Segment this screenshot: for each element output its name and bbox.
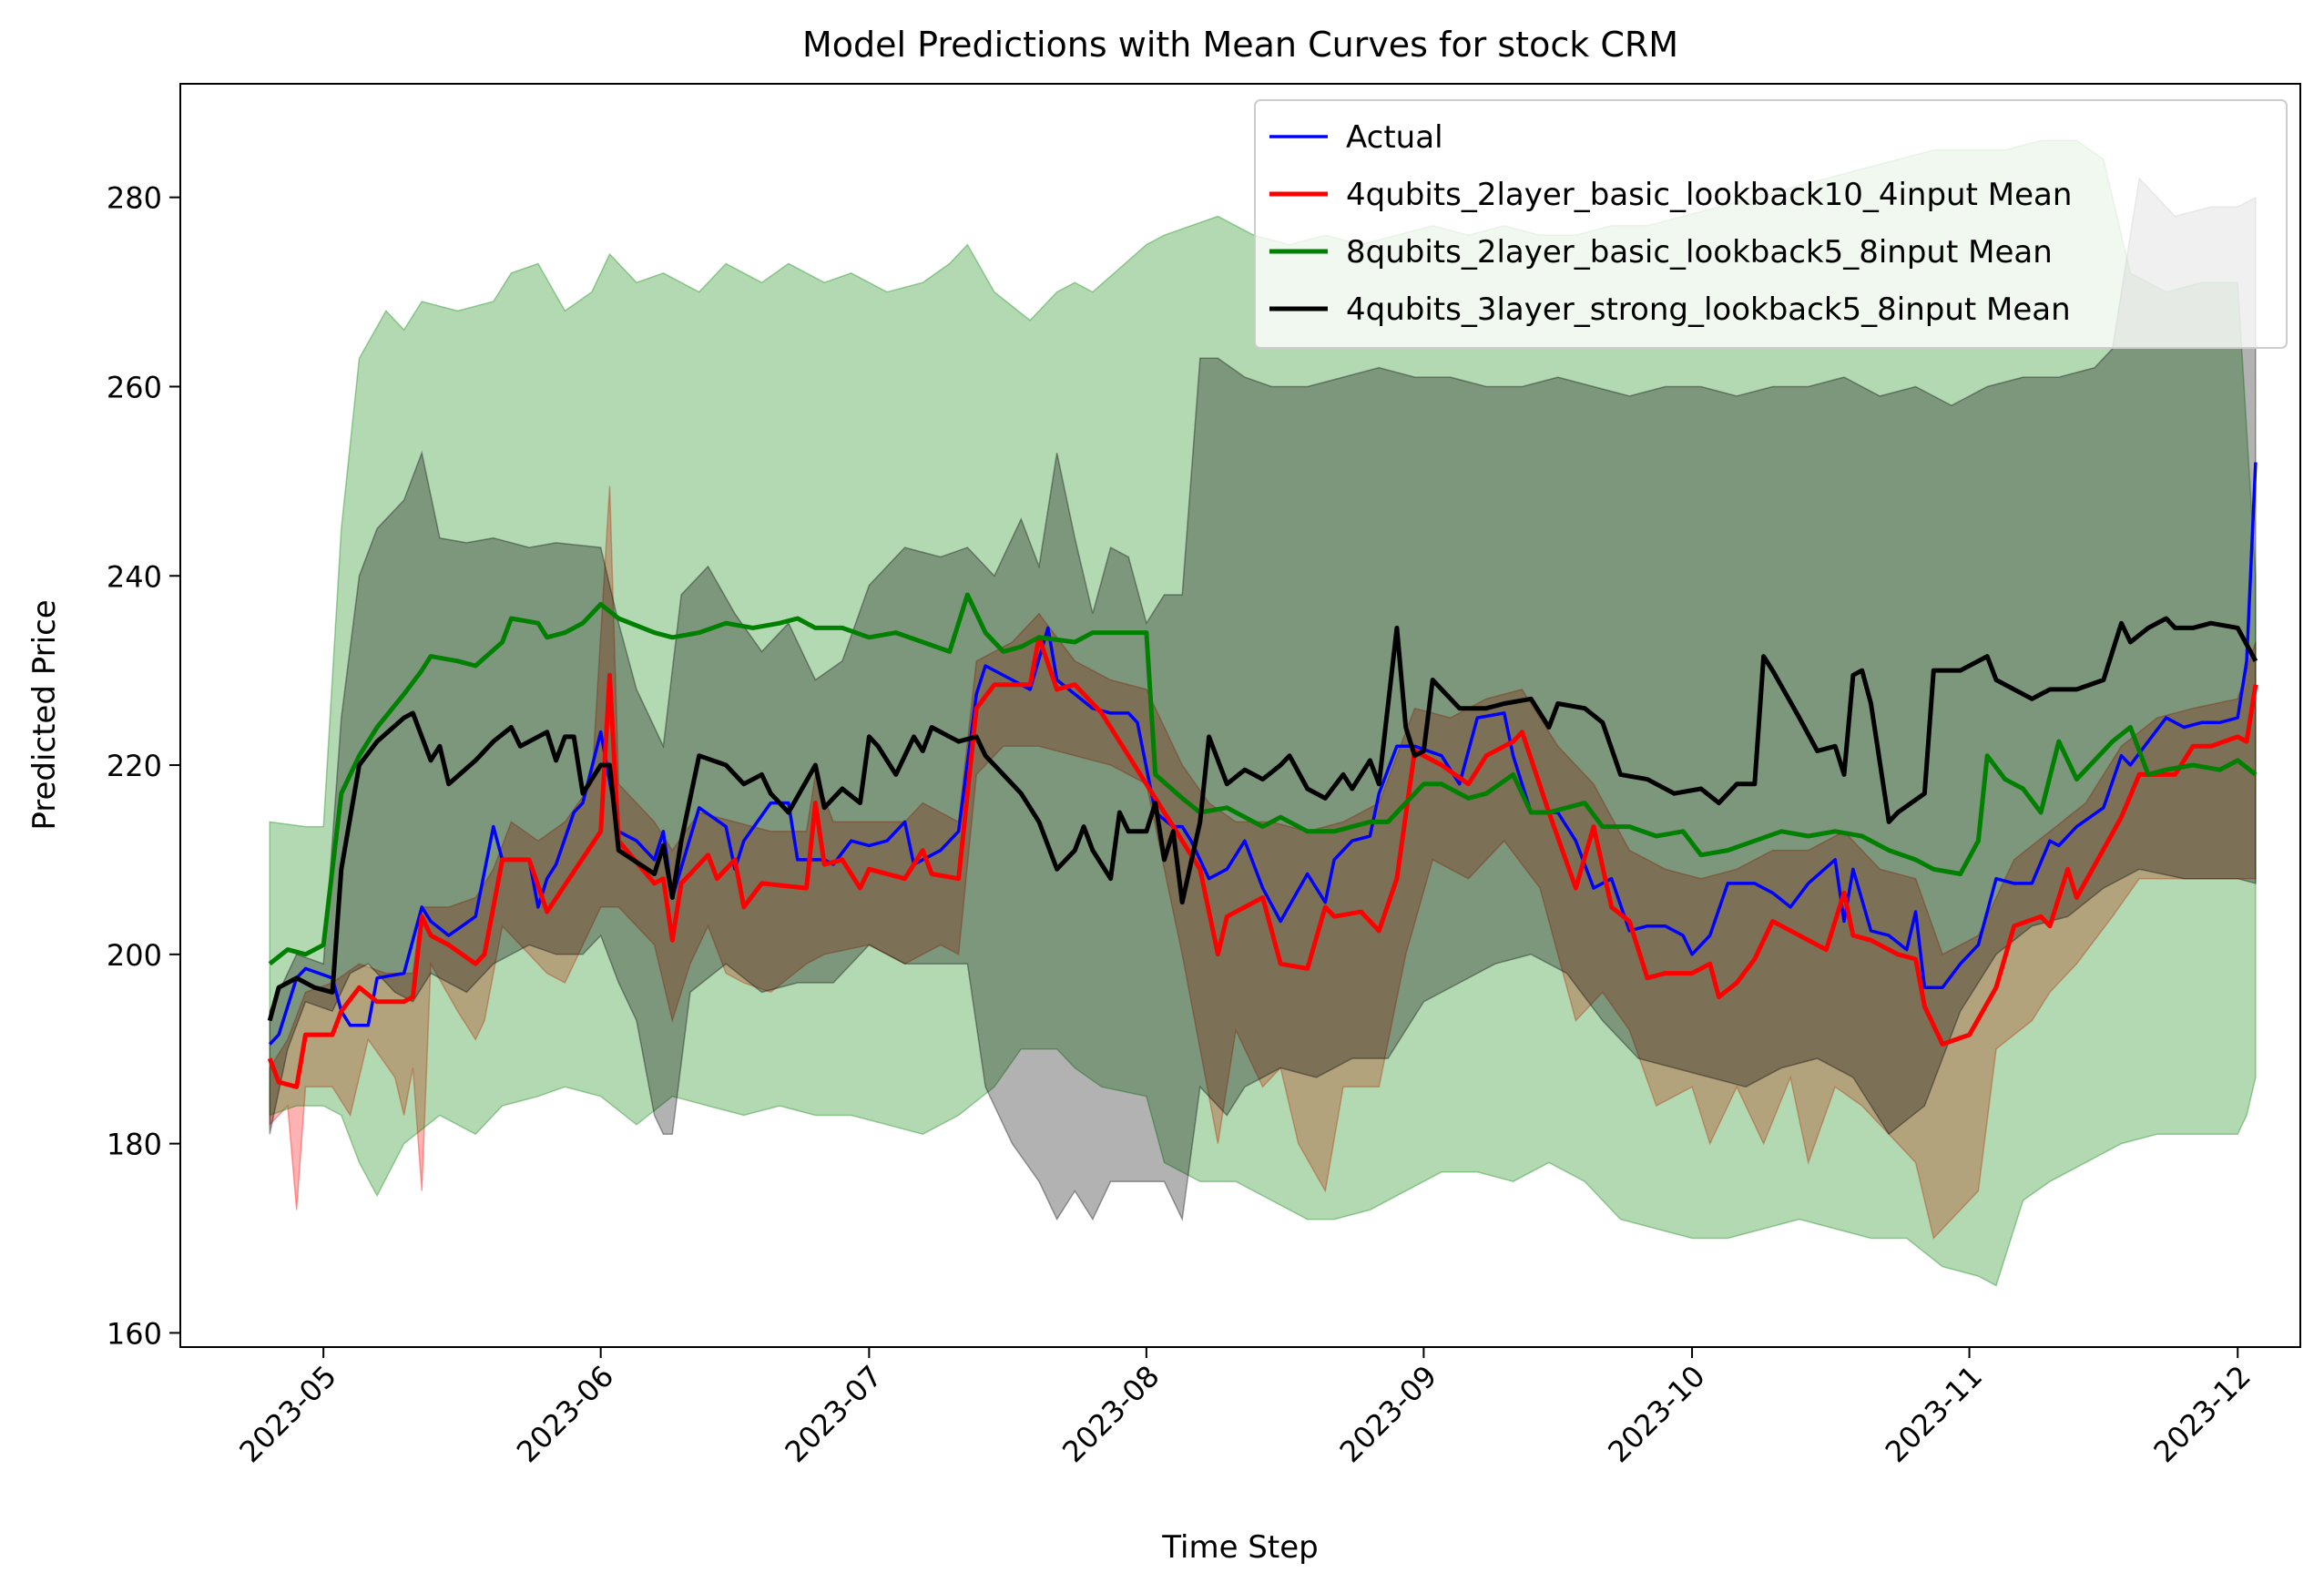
y-tick-label: 220 xyxy=(107,749,162,783)
plot-frame xyxy=(179,83,2301,1348)
y-axis-label: Predicted Price xyxy=(26,599,63,830)
line-series-1 xyxy=(267,635,2258,1089)
y-tick-label: 200 xyxy=(107,938,162,973)
plot-area xyxy=(179,83,2301,1348)
y-tick-label: 280 xyxy=(107,181,162,216)
y-tick-label: 180 xyxy=(107,1128,162,1162)
confidence-bands xyxy=(269,139,2257,1287)
chart-title: Model Predictions with Mean Curves for s… xyxy=(802,25,1678,65)
legend-label: 4qubits_3layer_strong_lookback5_8input M… xyxy=(1346,291,2071,328)
legend-label: Actual xyxy=(1346,119,1443,156)
legend-label: 4qubits_2layer_basic_lookback10_4input M… xyxy=(1346,177,2072,213)
line-series-0 xyxy=(268,462,2258,1046)
line-series-2 xyxy=(268,592,2258,966)
legend-label: 8qubits_2layer_basic_lookback5_8input Me… xyxy=(1346,234,2053,271)
legend: Actual 4qubits_2layer_basic_lookback10_4i… xyxy=(1254,99,2288,349)
y-tick-label: 240 xyxy=(107,559,162,594)
band-series-1 xyxy=(269,485,2257,1241)
line-series-3 xyxy=(267,616,2258,1022)
legend-box xyxy=(1254,99,2288,349)
y-axis: 160 180 200 220 240 260 280 xyxy=(107,181,180,1351)
y-tick-label: 260 xyxy=(107,370,162,404)
band-series-2 xyxy=(269,139,2257,1287)
y-tick-label: 160 xyxy=(107,1316,162,1351)
x-axis-label: Time Step xyxy=(1161,1529,1318,1566)
series-lines xyxy=(267,462,2258,1089)
